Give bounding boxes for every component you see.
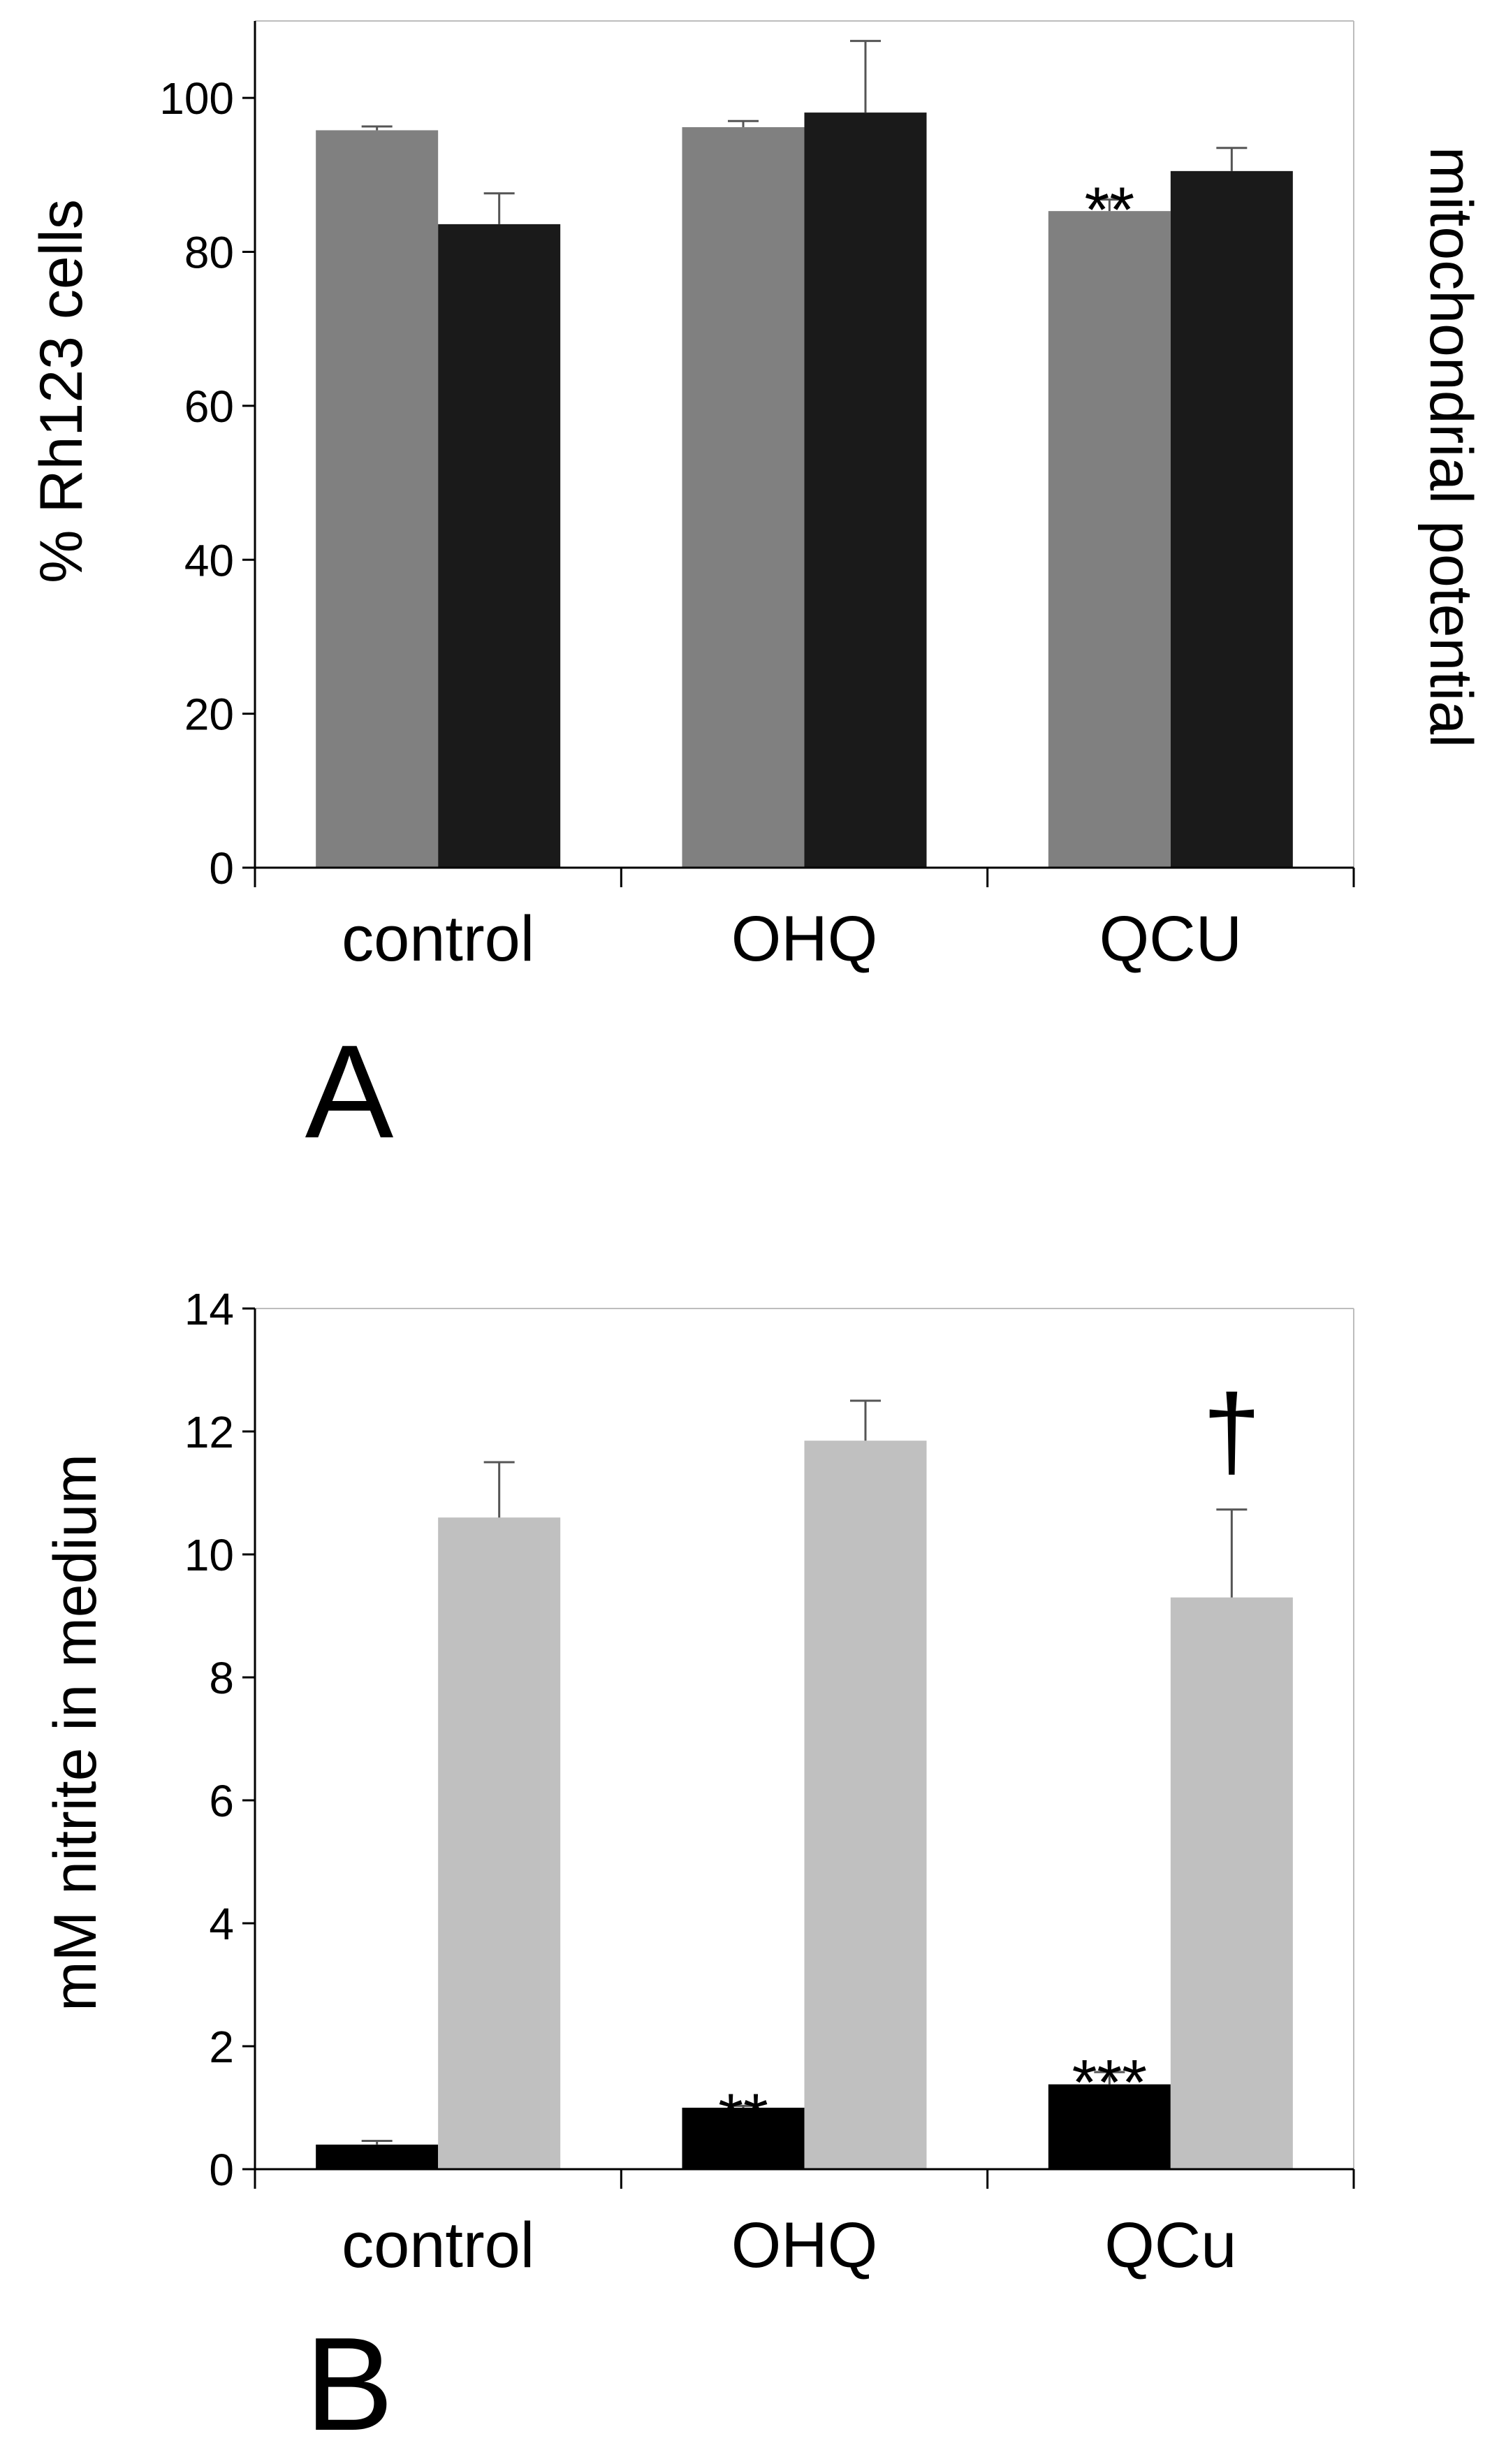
bar <box>1170 1597 1293 2169</box>
panel-label-a: A <box>305 1018 394 1166</box>
right-axis-label: mitochondrial potential <box>1417 147 1484 748</box>
y-axis-label: % Rh123 cells <box>28 199 95 583</box>
y-tick-label: 2 <box>209 2022 234 2072</box>
x-ticks-group: control OHQ QCu <box>254 2169 1355 2281</box>
x-tick-label: QCu <box>1104 2210 1236 2281</box>
y-tick-label: 60 <box>184 381 234 432</box>
significance-marker: † <box>1203 1373 1261 1490</box>
error-bars-group <box>361 40 1248 224</box>
y-tick-label: 40 <box>184 535 234 585</box>
x-tick-label: control <box>342 2210 534 2281</box>
y-tick-label: 6 <box>209 1776 234 1826</box>
y-tick-label: 0 <box>209 2145 234 2195</box>
bar <box>316 2144 439 2169</box>
bar <box>682 127 805 868</box>
bar <box>804 1441 927 2169</box>
y-ticks-group: 0 20 40 60 80 100 <box>159 73 255 894</box>
x-tick-label: control <box>342 903 534 975</box>
bar <box>1048 2084 1171 2169</box>
bar <box>1170 170 1293 868</box>
annotations-group: ** <box>1085 175 1135 246</box>
y-tick-label: 80 <box>184 228 234 278</box>
y-tick-label: 8 <box>209 1653 234 1703</box>
bar <box>682 2108 805 2169</box>
y-tick-label: 20 <box>184 690 234 740</box>
x-ticks-group: control OHQ QCU <box>254 868 1355 975</box>
x-tick-label: OHQ <box>731 903 878 975</box>
x-tick-label: QCU <box>1099 903 1242 975</box>
y-tick-label: 100 <box>159 73 234 124</box>
y-tick-label: 10 <box>184 1530 234 1580</box>
y-ticks-group: 0 2 4 6 8 10 12 14 <box>184 1284 255 2195</box>
panel-a: 0 20 40 60 80 100 control OHQ QCU ** % Rh123 ce… <box>28 20 1484 1166</box>
bar <box>438 1517 561 2169</box>
x-tick-label: OHQ <box>731 2210 878 2281</box>
bars-group <box>316 112 1293 868</box>
panel-label-b: B <box>305 2310 394 2458</box>
bar <box>804 112 927 868</box>
bar <box>438 224 561 868</box>
significance-marker: *** <box>1072 2048 1147 2119</box>
y-axis-label: mM nitrite in medium <box>42 1454 109 2011</box>
y-tick-label: 0 <box>209 843 234 894</box>
significance-marker: ** <box>718 2081 768 2152</box>
y-tick-label: 12 <box>184 1407 234 1457</box>
bar <box>316 130 439 868</box>
y-tick-label: 14 <box>184 1284 234 1334</box>
error-bars-group <box>361 1399 1248 2145</box>
y-tick-label: 4 <box>209 1899 234 1949</box>
significance-marker: ** <box>1085 175 1135 246</box>
annotations-group: ** ***† <box>718 1373 1261 2152</box>
bar <box>1048 211 1171 868</box>
bars-group <box>316 1441 1293 2169</box>
